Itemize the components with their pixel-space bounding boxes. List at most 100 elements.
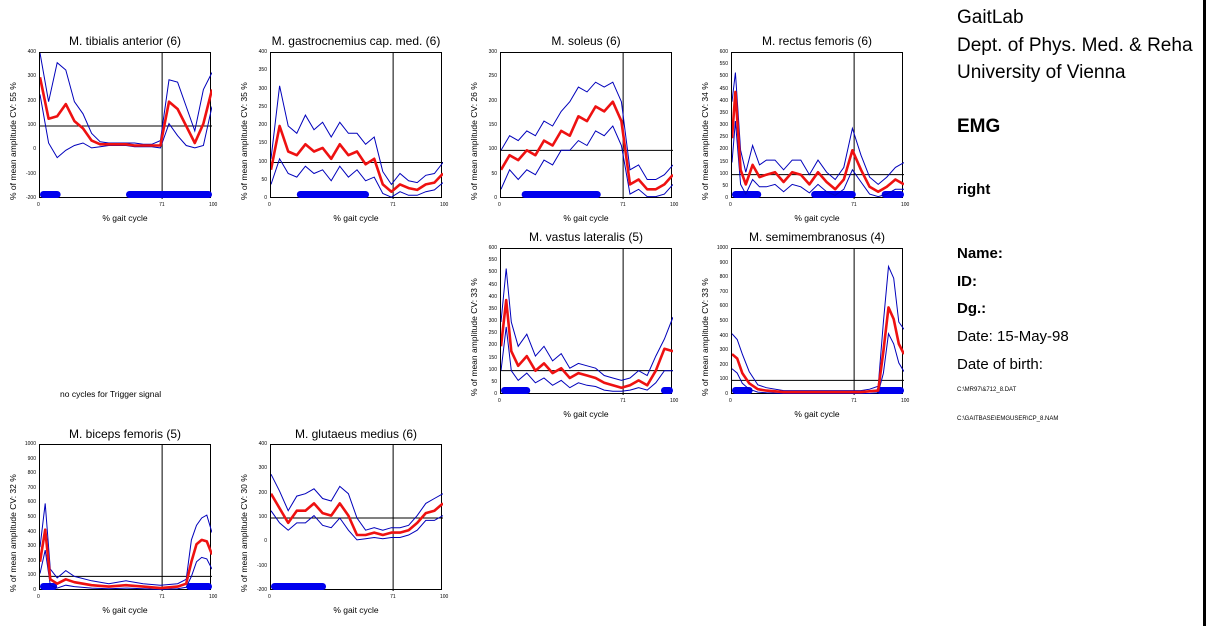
x-tick-label: 0 — [498, 202, 501, 208]
y-axis-label: % of mean amplitude CV: 35 % — [239, 82, 249, 200]
y-tick-label: 600 — [719, 303, 728, 310]
emg-plot-svg — [40, 53, 212, 199]
onset-bar — [126, 191, 212, 198]
y-tick-label: 100 — [27, 122, 36, 128]
y-tick-label: 50 — [722, 182, 728, 189]
y-tick-label: 0 — [264, 538, 267, 545]
x-axis-label: % gait cycle — [563, 213, 609, 223]
y-tick-label: 600 — [488, 245, 497, 251]
x-tick-label: 71 — [620, 398, 626, 404]
x-axis-label: % gait cycle — [794, 213, 840, 223]
y-tick-label: 0 — [725, 391, 728, 397]
panel-title: M. gastrocnemius cap. med. (6) — [271, 34, 441, 48]
y-tick-label: 700 — [27, 484, 36, 491]
name-file-path: C:\GAITBASE\EMGUSER\CP_8.NAM — [957, 416, 1059, 422]
y-tick-label: 150 — [258, 140, 267, 147]
y-tick-label: 250 — [488, 73, 497, 80]
y-tick-label: 700 — [719, 288, 728, 295]
info-panel: GaitLab Dept. of Phys. Med. & Reha Unive… — [957, 4, 1193, 87]
y-tick-label: 50 — [491, 378, 497, 385]
x-axis-label: % gait cycle — [794, 409, 840, 419]
panel-title: M. tibialis anterior (6) — [68, 34, 182, 48]
onset-bar — [501, 387, 531, 394]
y-tick-label: 400 — [488, 293, 497, 300]
y-tick-label: 0 — [494, 195, 497, 201]
y-tick-label: -100 — [256, 562, 267, 569]
emg-plot-svg — [732, 53, 904, 199]
dob-label: Date of birth: — [957, 356, 1043, 373]
y-tick-label: 200 — [719, 361, 728, 368]
onset-bar — [521, 191, 601, 198]
x-axis-label: % gait cycle — [333, 605, 379, 615]
x-tick-label: 100 — [209, 594, 218, 600]
upper-sd-line — [732, 264, 904, 392]
y-tick-label: 0 — [33, 587, 36, 593]
upper-sd-line — [40, 53, 212, 145]
y-tick-label: 100 — [27, 572, 36, 579]
x-tick-label: 71 — [159, 594, 165, 600]
x-tick-label: 100 — [440, 202, 449, 208]
x-tick-label: 0 — [37, 594, 40, 600]
y-tick-label: 150 — [719, 158, 728, 165]
plot-area — [731, 52, 904, 199]
y-tick-label: 100 — [258, 158, 267, 165]
mean-emg-line — [271, 124, 443, 193]
x-tick-label: 100 — [440, 594, 449, 600]
y-tick-label: 800 — [719, 274, 728, 281]
x-tick-label: 71 — [851, 398, 857, 404]
mean-emg-line — [732, 306, 904, 394]
x-tick-label: 0 — [498, 398, 501, 404]
y-tick-label: 300 — [258, 465, 267, 472]
mean-emg-line — [40, 77, 212, 147]
upper-sd-line — [271, 85, 443, 186]
y-tick-label: 600 — [27, 499, 36, 506]
x-tick-label: 71 — [620, 202, 626, 208]
panel-title: M. semimembranosus (4) — [748, 230, 886, 244]
lower-sd-line — [501, 326, 673, 392]
y-tick-label: 200 — [488, 97, 497, 104]
mean-emg-line — [40, 528, 212, 590]
y-tick-label: 100 — [488, 146, 497, 153]
plot-area — [39, 52, 212, 199]
y-tick-label: 350 — [488, 305, 497, 312]
x-tick-label: 0 — [268, 202, 271, 208]
y-tick-label: 400 — [27, 528, 36, 535]
id-label: ID: — [957, 273, 977, 290]
x-tick-label: 71 — [159, 202, 165, 208]
y-tick-label: 300 — [488, 49, 497, 55]
y-tick-label: 200 — [27, 557, 36, 564]
onset-bar — [271, 583, 327, 590]
y-tick-label: 100 — [719, 170, 728, 177]
panel-title: M. rectus femoris (6) — [761, 34, 872, 48]
department: Dept. of Phys. Med. & Reha — [957, 34, 1193, 56]
emg-plot-svg — [40, 445, 212, 591]
lower-sd-line — [271, 157, 443, 198]
y-axis-label: % of mean amplitude CV: 33 % — [469, 278, 479, 396]
y-tick-label: 450 — [719, 85, 728, 92]
mean-emg-line — [501, 100, 673, 191]
y-axis-label: % of mean amplitude CV: 30 % — [239, 474, 249, 592]
y-tick-label: 400 — [258, 441, 267, 447]
x-axis-label: % gait cycle — [102, 213, 148, 223]
x-axis-label: % gait cycle — [102, 605, 148, 615]
y-tick-label: 250 — [719, 134, 728, 141]
panel-title: M. biceps femoris (5) — [68, 427, 182, 441]
x-tick-label: 100 — [209, 202, 218, 208]
y-tick-label: 400 — [719, 97, 728, 104]
emg-plot-svg — [271, 445, 443, 591]
mean-emg-line — [732, 90, 904, 193]
y-tick-label: 500 — [719, 73, 728, 80]
x-tick-label: 100 — [670, 398, 679, 404]
panel-title: M. soleus (6) — [551, 34, 621, 48]
x-axis-label: % gait cycle — [563, 409, 609, 419]
y-tick-label: 50 — [261, 176, 267, 183]
y-tick-label: 150 — [488, 122, 497, 128]
onset-bar — [660, 387, 673, 394]
y-tick-label: 100 — [488, 366, 497, 373]
y-tick-label: 0 — [494, 391, 497, 397]
y-tick-label: 900 — [719, 259, 728, 266]
y-tick-label: 150 — [488, 354, 497, 361]
y-axis-label: % of mean amplitude CV: 26 % — [469, 82, 479, 200]
plot-area — [270, 52, 443, 199]
no-cycles-note: no cycles for Trigger signal — [60, 389, 162, 399]
